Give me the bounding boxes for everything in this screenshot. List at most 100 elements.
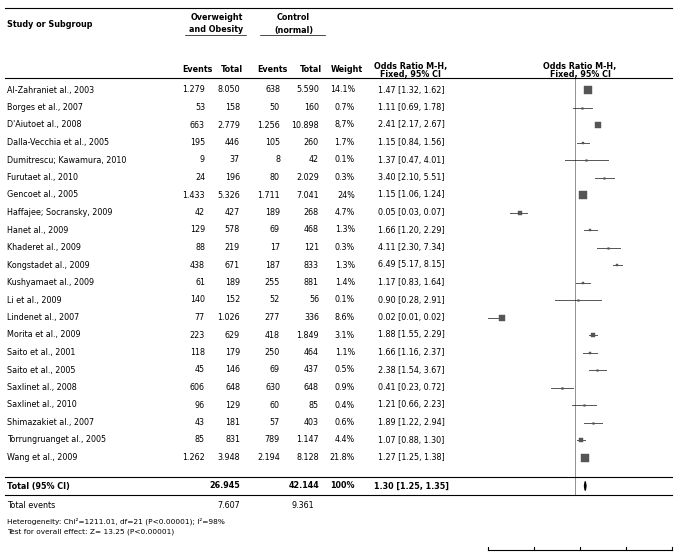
Text: 24: 24 [195,173,205,182]
Text: Saxlinet al., 2008: Saxlinet al., 2008 [7,383,77,392]
Text: 17: 17 [270,243,280,252]
Text: 42.144: 42.144 [289,481,319,491]
Text: 630: 630 [265,383,280,392]
Text: 4.4%: 4.4% [335,436,355,444]
Text: 606: 606 [190,383,205,392]
Text: Fixed, 95% CI: Fixed, 95% CI [549,71,611,79]
Text: 189: 189 [225,278,240,287]
Text: 1.47 [1.32, 1.62]: 1.47 [1.32, 1.62] [378,86,444,94]
Text: 60: 60 [270,401,280,410]
Text: 1.147: 1.147 [296,436,319,444]
Text: 52: 52 [270,295,280,305]
Text: 88: 88 [195,243,205,252]
Text: 833: 833 [304,261,319,269]
Polygon shape [585,481,586,491]
Text: 831: 831 [225,436,240,444]
Text: 3.948: 3.948 [217,453,240,462]
Text: 2.194: 2.194 [257,453,280,462]
Text: 1.66 [1.16, 2.37]: 1.66 [1.16, 2.37] [378,348,444,357]
Text: 1.279: 1.279 [182,86,205,94]
Text: 0.02 [0.01, 0.02]: 0.02 [0.01, 0.02] [378,313,444,322]
Text: 250: 250 [265,348,280,357]
Text: 0.7%: 0.7% [335,103,355,112]
Text: 4.11 [2.30, 7.34]: 4.11 [2.30, 7.34] [378,243,444,252]
Text: 195: 195 [190,138,205,147]
Text: 21.8%: 21.8% [330,453,355,462]
Text: 1.849: 1.849 [296,331,319,339]
Text: 8.128: 8.128 [296,453,319,462]
Text: Total: Total [300,66,322,75]
Text: 578: 578 [224,226,240,235]
Text: 1.27 [1.25, 1.38]: 1.27 [1.25, 1.38] [378,453,445,462]
Text: 446: 446 [225,138,240,147]
Text: 671: 671 [225,261,240,269]
Text: 181: 181 [225,418,240,427]
Text: Saxlinet al., 2010: Saxlinet al., 2010 [7,401,77,410]
Text: 129: 129 [224,401,240,410]
Text: 140: 140 [190,295,205,305]
Text: 160: 160 [304,103,319,112]
Text: 0.9%: 0.9% [335,383,355,392]
Text: 8,7%: 8,7% [335,120,355,130]
Text: 57: 57 [270,418,280,427]
Text: 1.15 [1.06, 1.24]: 1.15 [1.06, 1.24] [378,190,444,199]
Text: Overweight: Overweight [190,13,243,22]
Text: 648: 648 [225,383,240,392]
Text: Saito et al., 2005: Saito et al., 2005 [7,365,75,374]
Text: 0.3%: 0.3% [335,173,355,182]
Text: 1.711: 1.711 [257,190,280,199]
Text: Test for overall effect: Z= 13.25 (P<0.00001): Test for overall effect: Z= 13.25 (P<0.0… [7,529,174,535]
Text: 105: 105 [265,138,280,147]
Text: 37: 37 [230,156,240,164]
Text: 403: 403 [304,418,319,427]
Text: Total: Total [221,66,243,75]
Text: 9: 9 [200,156,205,164]
Text: 255: 255 [265,278,280,287]
Text: 1.21 [0.66, 2.23]: 1.21 [0.66, 2.23] [378,401,444,410]
Text: 3.40 [2.10, 5.51]: 3.40 [2.10, 5.51] [378,173,444,182]
Text: Saito et al., 2001: Saito et al., 2001 [7,348,75,357]
Text: 4.7%: 4.7% [335,208,355,217]
Text: 418: 418 [265,331,280,339]
Text: Khaderet al., 2009: Khaderet al., 2009 [7,243,81,252]
Text: 629: 629 [224,331,240,339]
Text: 0.05 [0.03, 0.07]: 0.05 [0.03, 0.07] [378,208,444,217]
Text: 77: 77 [194,313,205,322]
Text: 1.262: 1.262 [182,453,205,462]
Text: 1.256: 1.256 [257,120,280,130]
Text: 881: 881 [304,278,319,287]
Text: 196: 196 [225,173,240,182]
Text: 53: 53 [195,103,205,112]
Text: Study or Subgroup: Study or Subgroup [7,20,93,29]
Text: Borges et al., 2007: Borges et al., 2007 [7,103,83,112]
Text: 14.1%: 14.1% [330,86,355,94]
Text: 0.90 [0.28, 2.91]: 0.90 [0.28, 2.91] [378,295,445,305]
Text: Fixed, 95% CI: Fixed, 95% CI [381,71,441,79]
Text: 0.41 [0.23, 0.72]: 0.41 [0.23, 0.72] [378,383,444,392]
Text: 2.38 [1.54, 3.67]: 2.38 [1.54, 3.67] [378,365,444,374]
Text: 7.041: 7.041 [296,190,319,199]
Text: Odds Ratio M-H,: Odds Ratio M-H, [374,61,447,71]
Text: 100%: 100% [330,481,355,491]
Text: Lindenet al., 2007: Lindenet al., 2007 [7,313,79,322]
Text: Morita et al., 2009: Morita et al., 2009 [7,331,81,339]
Text: Events: Events [256,66,287,75]
Text: 0.4%: 0.4% [335,401,355,410]
Text: 7.607: 7.607 [217,501,240,509]
Text: 1.07 [0.88, 1.30]: 1.07 [0.88, 1.30] [378,436,444,444]
Text: 9.361: 9.361 [292,501,314,509]
Text: Total (95% CI): Total (95% CI) [7,481,70,491]
Text: Li et al., 2009: Li et al., 2009 [7,295,61,305]
Text: 42: 42 [195,208,205,217]
Text: 1.433: 1.433 [183,190,205,199]
Text: 121: 121 [304,243,319,252]
Text: Furutaet al., 2010: Furutaet al., 2010 [7,173,78,182]
Text: Odds Ratio M-H,: Odds Ratio M-H, [544,61,617,71]
Text: 260: 260 [304,138,319,147]
Text: 129: 129 [190,226,205,235]
Text: 0.1%: 0.1% [335,295,355,305]
Text: 69: 69 [270,365,280,374]
Text: 85: 85 [309,401,319,410]
Text: 638: 638 [265,86,280,94]
Text: 45: 45 [195,365,205,374]
